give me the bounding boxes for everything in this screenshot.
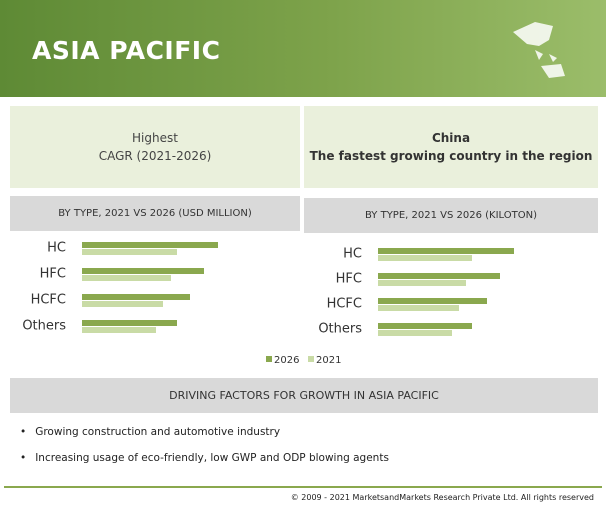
bar: [82, 275, 171, 281]
map-icon: [513, 22, 565, 78]
highlight-text: Highest: [132, 131, 178, 145]
bar: [378, 305, 459, 311]
bar: [82, 268, 204, 274]
driver-item: Growing construction and automotive indu…: [20, 426, 389, 438]
category-label: Others: [318, 322, 362, 337]
bar: [378, 330, 452, 336]
header: [0, 0, 606, 97]
bar: [378, 323, 472, 329]
bar: [378, 255, 472, 261]
bar: [82, 242, 218, 248]
category-label: HCFC: [31, 293, 66, 308]
chart-title: BY TYPE, 2021 VS 2026 (KILOTON): [304, 198, 598, 233]
category-label: Others: [22, 319, 66, 334]
title: ASIA PACIFIC: [32, 36, 221, 65]
bar: [378, 298, 487, 304]
bar: [378, 273, 500, 279]
driver-item: Increasing usage of eco-friendly, low GW…: [20, 452, 389, 464]
bar: [378, 248, 514, 254]
category-label: HC: [343, 247, 362, 262]
highlight-box: Highest CAGR (2021-2026): [10, 106, 300, 188]
footer-rule: [4, 486, 602, 488]
legend-swatch: [308, 356, 314, 362]
bar: [82, 249, 177, 255]
bar: [82, 301, 163, 307]
category-label: HC: [47, 241, 66, 256]
highlight-text: CAGR (2021-2026): [98, 149, 212, 163]
highlight-text: China: [431, 131, 471, 145]
footer: © 2009 - 2021 MarketsandMarkets Research…: [290, 493, 594, 502]
highlight-box: China The fastest growing country in the…: [304, 106, 598, 188]
bar: [82, 294, 190, 300]
bar: [82, 320, 177, 326]
bar: [378, 280, 466, 286]
category-label: HFC: [336, 272, 362, 287]
category-label: HCFC: [327, 297, 362, 312]
drivers-title: DRIVING FACTORS FOR GROWTH IN ASIA PACIF…: [10, 378, 598, 413]
category-label: HFC: [40, 267, 66, 282]
legend-label: 2021: [316, 355, 341, 366]
legend-swatch: [266, 356, 272, 362]
bar: [82, 327, 156, 333]
legend-label: 2026: [274, 355, 299, 366]
drivers-list: Growing construction and automotive indu…: [20, 426, 389, 478]
chart-title: BY TYPE, 2021 VS 2026 (USD MILLION): [10, 196, 300, 231]
highlight-text: The fastest growing country in the regio…: [309, 149, 593, 163]
